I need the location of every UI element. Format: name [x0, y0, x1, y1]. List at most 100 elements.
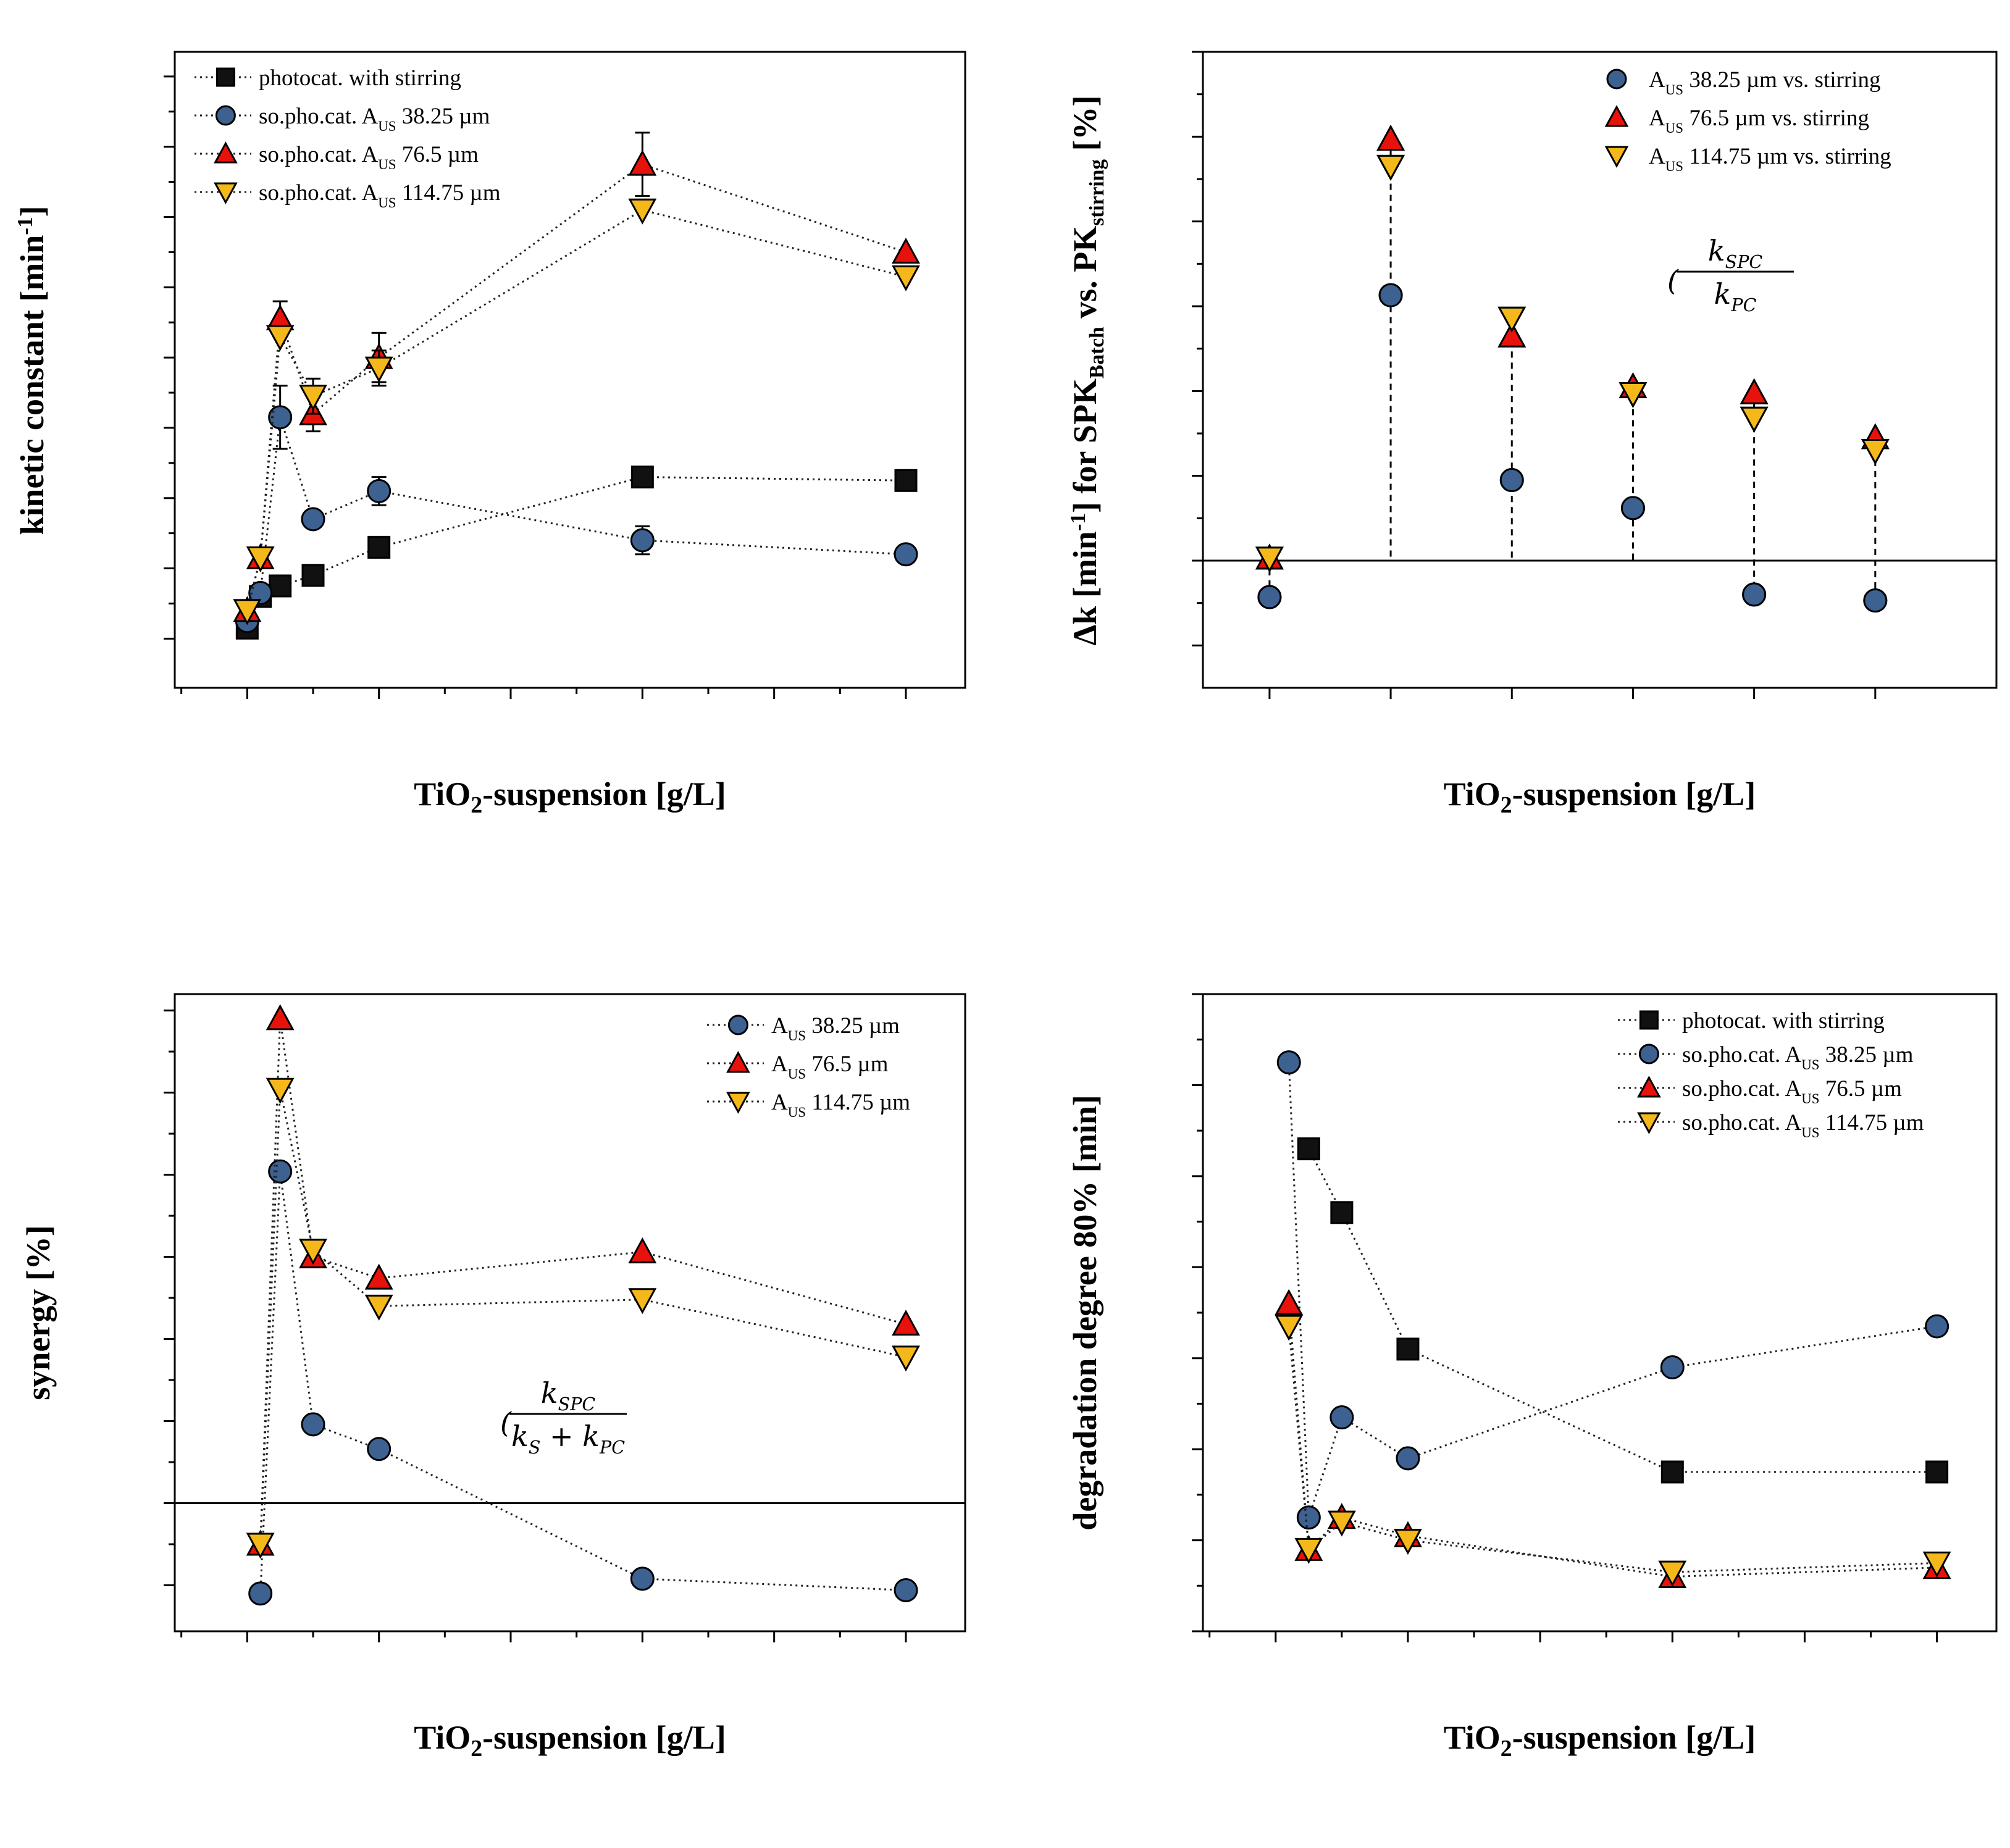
legend: AUS​ 38.25 µm vs. stirring AUS​ 76.5 µm v…: [1604, 67, 1891, 174]
legend-label: AUS​ 76.5 µm vs. stirring: [1649, 106, 1869, 136]
legend: photocat. with stirring so.pho.cat. AUS​ …: [1618, 1008, 1924, 1140]
formula-paren: (: [500, 1406, 512, 1439]
data-point: [628, 1288, 657, 1315]
x-axis-title: TiO2​-suspension [g/L]: [1444, 776, 1756, 818]
data-point: [1925, 1314, 1949, 1339]
series-1: [235, 385, 918, 633]
series-1: [1276, 1050, 1949, 1530]
data-point: [1658, 1560, 1687, 1587]
legend: photocat. with stirring so.pho.cat. AUS​ …: [195, 65, 501, 211]
series-1: [1255, 124, 1890, 570]
legend-label: AUS​ 38.25 µm: [771, 1013, 900, 1043]
formula-denominator: kS​ + kPC​: [511, 1419, 625, 1458]
data-point: [894, 469, 918, 492]
series-line: [1288, 1062, 1937, 1518]
legend-label: photocat. with stirring: [259, 65, 461, 91]
data-point: [1276, 1050, 1301, 1075]
plot-frame: [174, 51, 966, 689]
legend-label: so.pho.cat. AUS​ 114.75 µm: [1682, 1110, 1924, 1140]
series-0: [248, 1159, 918, 1606]
series-3: [233, 198, 920, 625]
formula-numerator: kSPC​: [1708, 234, 1763, 272]
data-point: [301, 507, 325, 532]
chart-panel-a: TiO2​-suspension [g/L] kinetic constant […: [13, 51, 966, 818]
formula: ( kSPC​ kS​ + kPC​: [500, 1376, 627, 1458]
series-2: [233, 132, 920, 622]
y-axis-title: kinetic constant [min-1​]: [13, 206, 51, 535]
legend-marker: [1639, 1010, 1659, 1030]
legend-label: so.pho.cat. AUS​ 38.25 µm: [259, 104, 490, 134]
chart-panel-c: TiO2​-suspension [g/L] synergy [%] AUS​ 38…: [20, 993, 966, 1762]
legend-label: so.pho.cat. AUS​ 76.5 µm: [1682, 1076, 1902, 1106]
data-point: [892, 1345, 920, 1372]
series-2: [1275, 1289, 1951, 1589]
data-point: [1330, 1405, 1354, 1430]
data-point: [364, 356, 393, 383]
data-point: [1922, 1551, 1951, 1578]
legend-label: AUS​ 114.75 µm vs. stirring: [1649, 144, 1891, 174]
data-point: [630, 1566, 655, 1591]
data-point: [1376, 124, 1405, 151]
data-point: [266, 325, 295, 351]
data-point: [628, 149, 657, 176]
y-axis-title: degradation degree 80% [min]: [1066, 1095, 1103, 1530]
series-line: [1288, 1326, 1937, 1573]
data-point: [1297, 1137, 1320, 1161]
series-0: [235, 466, 918, 640]
legend-marker: [1604, 146, 1629, 168]
data-point: [246, 1532, 275, 1559]
data-point: [1296, 1505, 1321, 1530]
data-point: [1618, 382, 1648, 408]
data-point: [1396, 1337, 1420, 1361]
data-point: [1294, 1537, 1323, 1564]
formula-numerator: kSPC​: [541, 1376, 596, 1415]
series-line: [259, 1089, 907, 1545]
data-point: [299, 385, 327, 411]
legend-label: photocat. with stirring: [1682, 1008, 1885, 1034]
data-point: [1660, 1460, 1684, 1484]
data-point: [367, 1437, 392, 1461]
legend-label: so.pho.cat. AUS​ 114.75 µm: [259, 180, 501, 211]
series-2: [1255, 154, 1890, 573]
data-point: [301, 1412, 325, 1437]
series-0: [1297, 1137, 1949, 1484]
series-line: [1288, 1303, 1937, 1578]
series-1: [246, 1004, 920, 1556]
x-axis-title: TiO2​-suspension [g/L]: [414, 1719, 726, 1762]
legend-marker: [215, 105, 236, 126]
data-point: [266, 1004, 295, 1031]
formula-denominator: kPC​: [1714, 277, 1757, 316]
plot-frame: [174, 993, 966, 1633]
data-point: [1497, 306, 1526, 333]
series-0: [1257, 283, 1888, 613]
legend-marker: [1637, 1076, 1661, 1098]
legend-label: AUS​ 38.25 µm vs. stirring: [1649, 67, 1880, 98]
chart-panel-d: TiO2​-suspension [g/L] degradation degree…: [1066, 993, 1998, 1762]
data-point: [268, 405, 293, 430]
data-point: [248, 1581, 273, 1606]
data-point: [630, 528, 655, 553]
legend-label: so.pho.cat. AUS​ 38.25 µm: [1682, 1042, 1914, 1072]
legend-marker: [727, 1014, 748, 1035]
legend-marker: [214, 141, 238, 164]
series-2: [246, 1077, 920, 1559]
series-line: [259, 1018, 907, 1545]
data-point: [894, 542, 918, 567]
legend-marker: [216, 67, 235, 87]
legend-marker: [1604, 105, 1629, 127]
series-line: [1308, 1148, 1937, 1473]
series-line: [246, 209, 907, 611]
legend-marker: [1637, 1112, 1661, 1134]
data-point: [1378, 283, 1403, 307]
formula-paren: (: [1667, 264, 1679, 297]
data-point: [1275, 1315, 1304, 1341]
data-point: [1330, 1201, 1354, 1224]
data-point: [1275, 1289, 1304, 1315]
data-point: [1925, 1460, 1949, 1484]
data-point: [1497, 321, 1526, 348]
formula: ( kSPC​ kPC​: [1667, 234, 1794, 316]
data-point: [364, 1263, 393, 1290]
legend-label: AUS​ 76.5 µm: [771, 1052, 889, 1082]
data-point: [1499, 468, 1524, 493]
